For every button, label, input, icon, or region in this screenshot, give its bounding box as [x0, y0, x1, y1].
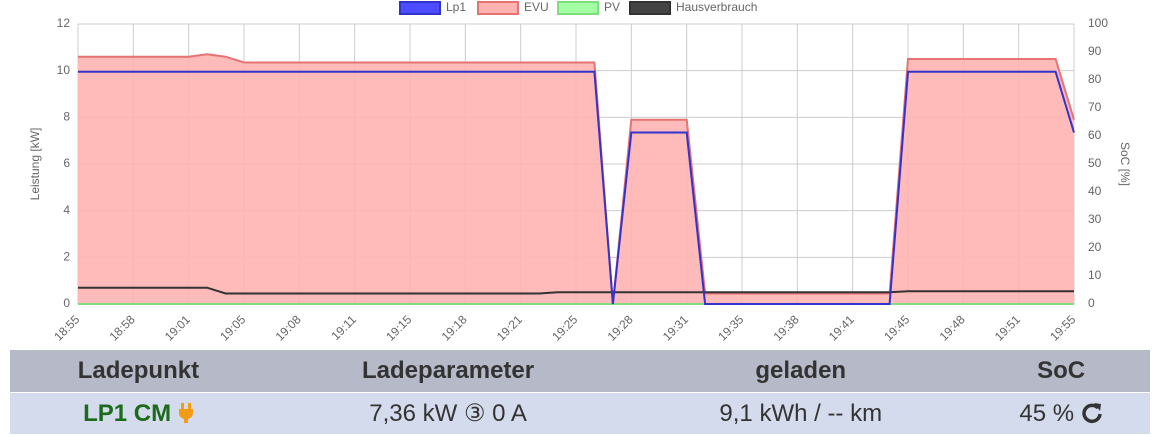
- legend-swatch: [629, 1, 671, 15]
- x-tick-label: 19:28: [605, 312, 636, 343]
- soc: 45 %: [1019, 399, 1075, 427]
- header: SoC: [972, 350, 1150, 393]
- x-tick-label: 19:51: [992, 312, 1023, 343]
- y2-axis-label: SoC [%]: [1118, 142, 1132, 186]
- y2-tick-label: 0: [1088, 296, 1095, 310]
- chart: Leistung [kW] SoC [%] 0 2 4 6 8 10 12 0 10 20 30 40…: [28, 0, 1132, 343]
- x-tick-label: 19:21: [494, 312, 525, 343]
- y2-tick-label: 100: [1088, 16, 1108, 30]
- legend-label: Lp1: [446, 0, 466, 14]
- status-table: Ladepunkt Ladeparameter geladen SoC LP1 …: [10, 350, 1150, 434]
- y2-tick-label: 70: [1088, 100, 1102, 114]
- y-tick-label: 4: [63, 203, 70, 217]
- y2-tick-label: 30: [1088, 212, 1102, 226]
- legend-label: EVU: [524, 0, 549, 14]
- row: LP1 CM 7,36 kW ③ 0 A 9,1 kWh / -- km 45 …: [10, 392, 1150, 434]
- x-tick-label: 19:25: [549, 312, 580, 343]
- y2-tick-label: 40: [1088, 184, 1102, 198]
- y2-tick-label: 90: [1088, 44, 1102, 58]
- y-tick-label: 0: [63, 296, 70, 310]
- legend-label: PV: [604, 0, 620, 14]
- x-tick-label: 18:58: [107, 312, 138, 343]
- series-line: [78, 286, 1074, 295]
- legend-swatch: [477, 1, 519, 15]
- x-tick-label: 19:08: [273, 312, 304, 343]
- y-tick-label: 8: [63, 110, 70, 124]
- y2-tick-label: 50: [1088, 156, 1102, 170]
- x-tick-label: 18:55: [51, 312, 82, 343]
- x-tick-label: 19:31: [660, 312, 691, 343]
- header-row: Ladepunkt Ladeparameter geladen SoC: [10, 350, 1150, 393]
- x-tick-label: 19:45: [881, 312, 912, 343]
- series-line: [78, 70, 1075, 305]
- chargepoint-name[interactable]: LP1 CM: [83, 399, 172, 427]
- y2-tick-label: 20: [1088, 240, 1102, 254]
- legend-label: Hausverbrauch: [676, 0, 757, 14]
- y-axis-label: Leistung [kW]: [28, 128, 42, 201]
- y-tick-label: 10: [57, 63, 71, 77]
- cell: 7,36 kW ③ 0 A: [266, 392, 630, 434]
- x-tick-label: 19:18: [439, 312, 470, 343]
- series-line: [78, 53, 1075, 305]
- cell: LP1 CM: [10, 392, 267, 434]
- legend-swatch: [399, 1, 441, 15]
- x-tick-label: 19:01: [162, 312, 193, 343]
- y-tick-label: 12: [57, 16, 71, 30]
- y2-tick-label: 60: [1088, 128, 1102, 142]
- x-tick-label: 19:05: [217, 312, 248, 343]
- x-tick-label: 19:41: [826, 312, 857, 343]
- y2-tick-label: 80: [1088, 72, 1102, 86]
- x-tick-label: 19:55: [1047, 312, 1078, 343]
- header: Ladeparameter: [266, 350, 630, 393]
- x-tick-label: 19:11: [329, 312, 360, 343]
- y2-tick-label: 10: [1088, 268, 1102, 282]
- header: geladen: [629, 350, 973, 393]
- x-tick-label: 19:48: [937, 312, 968, 343]
- x-tick-label: 19:38: [771, 312, 802, 343]
- cell: 45 %: [972, 392, 1150, 434]
- refresh-icon[interactable]: [1081, 402, 1103, 424]
- legend-swatch: [557, 1, 599, 15]
- area: [78, 54, 1074, 304]
- plug-icon: [178, 402, 193, 423]
- y-tick-label: 6: [63, 156, 70, 170]
- header: Ladepunkt: [10, 350, 267, 393]
- x-tick-label: 19:15: [383, 312, 414, 343]
- y-tick-label: 2: [63, 250, 70, 264]
- cell: 9,1 kWh / -- km: [629, 392, 973, 434]
- x-tick-label: 19:35: [715, 312, 746, 343]
